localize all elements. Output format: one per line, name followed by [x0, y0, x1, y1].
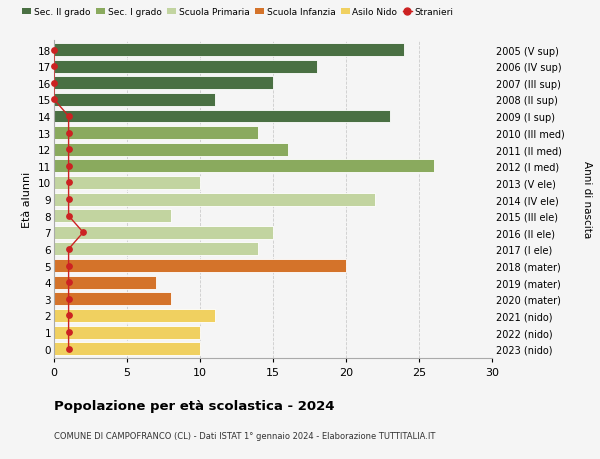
Point [64, 296, 73, 303]
Bar [54, 177, 200, 190]
Bar [54, 144, 287, 157]
Text: Popolazione per età scolastica - 2024: Popolazione per età scolastica - 2024 [54, 399, 335, 412]
Bar [54, 276, 156, 289]
Point [64, 263, 73, 270]
Bar [54, 160, 434, 173]
Bar [54, 77, 273, 90]
Point [64, 146, 73, 154]
Bar [54, 193, 375, 206]
Point [64, 129, 73, 137]
Bar [54, 127, 259, 140]
Point [64, 329, 73, 336]
Point [64, 196, 73, 203]
Y-axis label: Età alunni: Età alunni [22, 172, 32, 228]
Bar [54, 61, 317, 73]
Bar [54, 243, 259, 256]
Bar [54, 226, 273, 239]
Point [64, 179, 73, 187]
Text: COMUNE DI CAMPOFRANCO (CL) - Dati ISTAT 1° gennaio 2024 - Elaborazione TUTTITALI: COMUNE DI CAMPOFRANCO (CL) - Dati ISTAT … [54, 431, 436, 441]
Bar [54, 259, 346, 273]
Point [64, 279, 73, 286]
Point [64, 113, 73, 120]
Bar [54, 309, 215, 322]
Point [64, 345, 73, 353]
Bar [54, 342, 200, 355]
Y-axis label: Anni di nascita: Anni di nascita [581, 161, 592, 238]
Bar [54, 44, 404, 57]
Point [64, 213, 73, 220]
Point [64, 163, 73, 170]
Point [49, 63, 59, 71]
Legend: Sec. II grado, Sec. I grado, Scuola Primaria, Scuola Infanzia, Asilo Nido, Stran: Sec. II grado, Sec. I grado, Scuola Prim… [19, 5, 457, 21]
Bar [54, 94, 215, 106]
Point [64, 312, 73, 319]
Point [49, 80, 59, 87]
Point [79, 229, 88, 236]
Point [49, 96, 59, 104]
Bar [54, 110, 390, 123]
Bar [54, 293, 171, 306]
Bar [54, 326, 200, 339]
Point [64, 246, 73, 253]
Point [49, 47, 59, 54]
Bar [54, 210, 171, 223]
